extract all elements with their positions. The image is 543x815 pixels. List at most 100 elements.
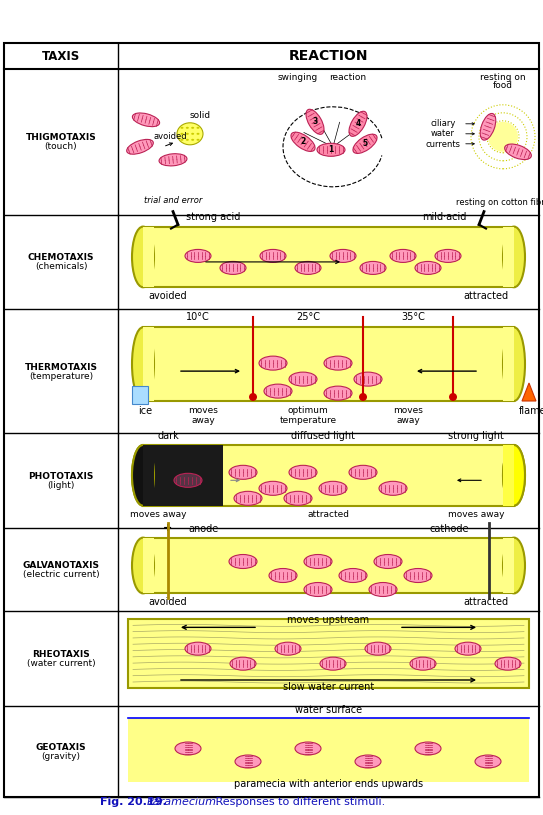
Text: solid: solid	[190, 111, 211, 120]
Ellipse shape	[369, 583, 397, 597]
Ellipse shape	[180, 133, 184, 134]
Ellipse shape	[330, 249, 356, 262]
Ellipse shape	[504, 144, 532, 160]
Ellipse shape	[259, 482, 287, 496]
Bar	[143, 538, 154, 593]
Ellipse shape	[339, 569, 367, 583]
Ellipse shape	[379, 482, 407, 496]
Text: slow water current: slow water current	[283, 682, 374, 692]
Ellipse shape	[132, 227, 154, 287]
Text: swinging: swinging	[278, 73, 318, 82]
Ellipse shape	[186, 139, 189, 141]
Ellipse shape	[186, 133, 189, 134]
Text: Fig. 20.19.: Fig. 20.19.	[100, 797, 167, 807]
Polygon shape	[522, 383, 536, 401]
Ellipse shape	[289, 372, 317, 386]
Ellipse shape	[295, 742, 321, 755]
Ellipse shape	[324, 386, 352, 400]
Text: (temperature): (temperature)	[29, 372, 93, 381]
Ellipse shape	[503, 538, 525, 593]
Ellipse shape	[317, 143, 345, 156]
Circle shape	[249, 393, 257, 401]
Text: anode: anode	[188, 524, 218, 534]
Ellipse shape	[229, 465, 257, 479]
Text: 1: 1	[329, 145, 333, 154]
Text: trial and error: trial and error	[144, 196, 202, 205]
Text: (light): (light)	[47, 481, 75, 490]
Bar	[143, 445, 514, 505]
Ellipse shape	[320, 657, 346, 670]
Text: Responses to different stimuli.: Responses to different stimuli.	[212, 797, 385, 807]
Text: THIGMOTAXIS: THIGMOTAXIS	[26, 134, 96, 143]
Ellipse shape	[410, 657, 436, 670]
Text: PHOTOTAXIS: PHOTOTAXIS	[28, 472, 94, 481]
Ellipse shape	[435, 249, 461, 262]
Ellipse shape	[185, 249, 211, 262]
Text: moves
away: moves away	[393, 406, 423, 425]
Text: strong light: strong light	[448, 431, 504, 441]
Ellipse shape	[289, 465, 317, 479]
Ellipse shape	[197, 127, 199, 129]
Text: 35°C: 35°C	[401, 312, 425, 322]
Ellipse shape	[324, 356, 352, 370]
Ellipse shape	[234, 491, 262, 505]
Bar	[503, 328, 514, 401]
Text: avoided: avoided	[148, 291, 187, 302]
Circle shape	[449, 393, 457, 401]
Ellipse shape	[404, 569, 432, 583]
Ellipse shape	[349, 112, 367, 136]
Text: 4: 4	[355, 119, 361, 128]
Ellipse shape	[306, 109, 324, 134]
Text: strong acid: strong acid	[186, 212, 240, 222]
Text: ciliary
water
currents: ciliary water currents	[426, 119, 460, 148]
Text: moves away: moves away	[130, 509, 186, 518]
Ellipse shape	[180, 139, 184, 141]
Ellipse shape	[175, 742, 201, 755]
Text: avoided: avoided	[148, 597, 187, 607]
Bar	[128, 718, 529, 782]
Text: mild·acid: mild·acid	[422, 212, 466, 222]
Text: reaction: reaction	[330, 73, 367, 82]
Ellipse shape	[390, 249, 416, 262]
Bar	[143, 227, 154, 287]
Text: GALVANOTAXIS: GALVANOTAXIS	[22, 561, 99, 570]
Ellipse shape	[360, 262, 386, 275]
Text: GEOTAXIS: GEOTAXIS	[36, 743, 86, 752]
Text: TAXIS: TAXIS	[42, 50, 80, 63]
Ellipse shape	[186, 127, 189, 129]
Ellipse shape	[127, 139, 153, 154]
Bar	[503, 445, 514, 505]
Circle shape	[488, 121, 518, 152]
Ellipse shape	[284, 491, 312, 505]
Ellipse shape	[475, 755, 501, 768]
Text: Paramecium.: Paramecium.	[147, 797, 220, 807]
Ellipse shape	[354, 372, 382, 386]
Ellipse shape	[197, 133, 199, 134]
Ellipse shape	[480, 113, 496, 140]
Ellipse shape	[230, 657, 256, 670]
Ellipse shape	[415, 262, 441, 275]
Ellipse shape	[365, 642, 391, 655]
Ellipse shape	[132, 328, 154, 401]
Text: REACTION: REACTION	[289, 49, 368, 63]
Bar	[503, 227, 514, 287]
Ellipse shape	[177, 123, 203, 145]
Ellipse shape	[374, 554, 402, 569]
Text: (electric current): (electric current)	[23, 570, 99, 579]
Ellipse shape	[319, 482, 347, 496]
Ellipse shape	[275, 642, 301, 655]
Text: moves upstream: moves upstream	[287, 615, 370, 625]
Text: THERMOTAXIS: THERMOTAXIS	[24, 363, 98, 372]
Text: diffused light: diffused light	[291, 431, 355, 441]
Bar	[503, 445, 514, 505]
Ellipse shape	[132, 538, 154, 593]
Text: 2: 2	[300, 137, 306, 147]
Ellipse shape	[503, 328, 525, 401]
Ellipse shape	[174, 474, 202, 487]
Ellipse shape	[132, 113, 160, 126]
Bar	[143, 445, 223, 505]
Text: avoided: avoided	[153, 132, 187, 141]
Ellipse shape	[503, 445, 525, 505]
Ellipse shape	[260, 249, 286, 262]
Text: (water current): (water current)	[27, 659, 96, 668]
